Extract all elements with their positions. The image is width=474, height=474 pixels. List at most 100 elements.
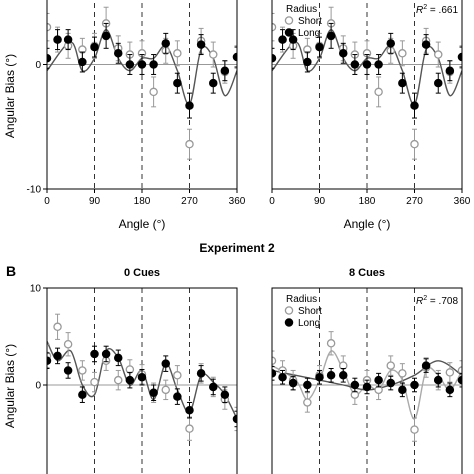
panel-a-y-axis-label: Angular Bias (°): [3, 54, 17, 138]
data-point-long: [350, 380, 360, 390]
data-point-long: [421, 361, 431, 370]
chart-panel-1: 0 90 180 270 360-100: [27, 0, 246, 207]
data-point-long: [303, 380, 312, 390]
data-point-long: [161, 359, 170, 368]
data-point-short: [272, 356, 277, 365]
data-point-long: [433, 78, 443, 88]
data-point-short: [303, 398, 312, 407]
x-tick-label: 360: [454, 196, 471, 207]
data-point-long: [398, 385, 407, 395]
data-point-long: [196, 369, 206, 378]
panel-b-y-axis-label: Angular Bias (°): [3, 344, 17, 428]
data-point-short: [161, 385, 170, 395]
x-tick-label: 180: [134, 196, 151, 207]
data-point-long: [185, 101, 194, 110]
data-point-short: [173, 371, 182, 380]
data-point-long: [398, 78, 407, 88]
data-point-long: [315, 42, 324, 52]
data-point-long: [161, 39, 170, 48]
data-point-short: [114, 375, 123, 385]
legend-marker-short: [284, 16, 294, 25]
data-point-long: [386, 378, 395, 388]
data-point-long: [421, 40, 431, 49]
x-tick-label: 360: [229, 196, 246, 207]
y-tick-label: 0: [35, 60, 41, 71]
data-point-short: [185, 139, 194, 149]
data-point-long: [208, 78, 218, 88]
y-tick-label: 0: [35, 381, 41, 392]
data-point-long: [220, 66, 230, 75]
plot-area: [47, 0, 237, 189]
data-point-long: [149, 388, 158, 398]
data-point-long: [272, 54, 277, 63]
data-point-long: [374, 60, 383, 69]
data-point-long: [362, 382, 372, 392]
data-point-short: [374, 87, 383, 97]
data-point-long: [433, 375, 443, 385]
data-point-long: [386, 39, 395, 48]
data-point-long: [278, 35, 287, 44]
data-point-short: [78, 366, 87, 375]
data-point-short: [90, 377, 99, 387]
data-point-long: [53, 351, 62, 361]
data-point-long: [303, 57, 312, 67]
data-point-short: [63, 340, 73, 349]
data-point-short: [398, 49, 407, 58]
legend-marker-short: [284, 306, 294, 315]
plot-frame: [271, 287, 463, 474]
data-point-short: [173, 49, 182, 58]
data-point-short: [445, 368, 455, 377]
x-tick-label: 0: [269, 196, 275, 207]
data-point-long: [338, 49, 348, 58]
panel-a-right-x-axis-label: Angle (°): [344, 217, 391, 231]
data-point-long: [220, 390, 230, 399]
data-point-long: [125, 375, 135, 385]
data-point-short: [53, 322, 62, 332]
data-point-long: [374, 375, 383, 385]
r-squared-label: R2 = .661: [416, 4, 458, 16]
series-long: [272, 22, 462, 119]
experiment2-title: Experiment 2: [199, 241, 275, 255]
chart-panel-3: 10 0 0 Cues: [30, 267, 238, 474]
data-point-long: [272, 369, 277, 378]
data-point-long: [90, 349, 99, 359]
legend-marker-long: [284, 28, 294, 37]
panel-a-left-x-axis-label: Angle (°): [119, 217, 166, 231]
legend-label-long: Long: [298, 28, 320, 39]
data-point-long: [90, 42, 99, 52]
x-tick-label: 270: [181, 196, 198, 207]
data-point-long: [101, 349, 111, 359]
x-tick-label: 0: [44, 196, 50, 207]
x-tick-label: 90: [89, 196, 101, 207]
panel-title: 8 Cues: [349, 267, 385, 279]
data-point-long: [137, 372, 147, 382]
data-point-long: [173, 78, 182, 88]
data-point-short: [398, 369, 407, 378]
panel-b-label: B: [6, 263, 16, 279]
data-point-short: [326, 339, 336, 348]
plot-area: [272, 288, 462, 474]
y-tick-label: 10: [30, 284, 42, 295]
plot-area: [47, 288, 237, 474]
data-point-long: [288, 35, 298, 44]
data-point-short: [433, 50, 443, 59]
data-point-long: [326, 371, 336, 380]
data-point-long: [278, 372, 287, 382]
data-point-long: [63, 366, 73, 375]
data-point-long: [63, 35, 73, 44]
data-point-short: [149, 87, 158, 97]
legend-title: Radius: [286, 4, 317, 15]
panel-title: 0 Cues: [124, 267, 160, 279]
data-point-long: [410, 101, 419, 110]
data-point-short: [410, 425, 419, 434]
legend-marker-long: [284, 318, 294, 327]
data-point-long: [338, 371, 348, 380]
data-point-long: [208, 382, 218, 392]
fit-curve-long: [272, 28, 462, 106]
plot-area: [272, 0, 462, 189]
data-point-long: [288, 378, 298, 388]
data-point-long: [173, 392, 182, 401]
data-point-long: [196, 40, 206, 49]
